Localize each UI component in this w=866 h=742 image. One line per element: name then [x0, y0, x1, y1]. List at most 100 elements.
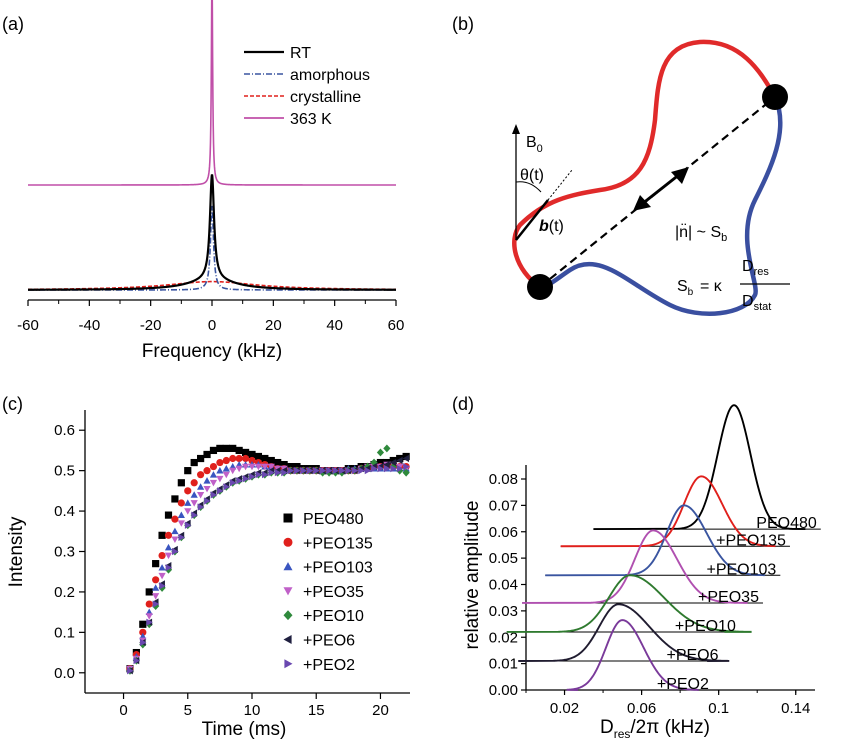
- panel-c-label: (c): [2, 394, 23, 414]
- c-ytick-label: 0.2: [54, 584, 75, 601]
- a-xtick-label: 60: [388, 317, 405, 334]
- c-point-peo2: [210, 491, 218, 499]
- sb-label: Sb: [677, 278, 694, 298]
- d-series-peo35: [522, 529, 748, 604]
- d-ytick-label: 0.04: [489, 577, 518, 594]
- c-point-peo35: [158, 572, 166, 580]
- c-xtick-label: 5: [184, 702, 192, 719]
- bond-vector: [515, 199, 549, 241]
- c-point-peo35: [184, 508, 192, 515]
- c-point-peo480: [152, 560, 160, 568]
- c-point-peo480: [241, 448, 250, 457]
- c-point-peo6: [383, 460, 390, 469]
- c-point-peo135: [216, 458, 224, 467]
- c-point-peo2: [377, 465, 385, 473]
- chain-red-segment: [512, 39, 778, 290]
- c-point-peo2: [281, 469, 288, 477]
- c-point-peo480: [190, 458, 198, 467]
- bond-vector-label: b(t): [539, 218, 564, 235]
- c-point-peo2: [390, 465, 397, 473]
- c-point-peo135: [248, 456, 256, 465]
- c-point-peo2: [191, 511, 198, 519]
- d-series-label-peo103: +PEO103: [706, 561, 776, 578]
- c-ytick-label: 0.1: [54, 624, 75, 641]
- d-xtick-label: 0.14: [781, 700, 810, 717]
- c-point-peo480: [293, 463, 301, 471]
- c-point-peo2: [274, 469, 282, 477]
- c-point-peo35: [145, 613, 153, 620]
- c-point-peo103: [177, 511, 185, 518]
- c-point-peo2: [204, 497, 211, 505]
- c-point-peo10: [145, 620, 153, 629]
- c-point-peo6: [389, 458, 397, 467]
- c-point-peo103: [184, 499, 192, 506]
- legend-label-crystalline: crystalline: [290, 89, 361, 106]
- c-point-peo2: [165, 564, 173, 572]
- d-series-peo480: [593, 404, 806, 531]
- c-point-peo135: [171, 515, 179, 523]
- legend-label-amorphous: amorphous: [290, 67, 370, 84]
- c-point-peo2: [339, 467, 346, 475]
- d-series-label-peo135: +PEO135: [716, 532, 786, 549]
- legend-label-rt: RT: [290, 45, 311, 62]
- c-point-peo35: [235, 465, 243, 473]
- a-xtick-label: -40: [78, 317, 100, 334]
- d-series-label-peo35: +PEO35: [698, 589, 759, 606]
- legend-label-363k: 363 K: [290, 111, 332, 128]
- c-legend-marker-peo135: [283, 537, 293, 547]
- c-point-peo2: [178, 533, 185, 541]
- c-point-peo480: [216, 444, 224, 453]
- chain-blue-segment: [537, 94, 783, 316]
- c-point-peo2: [236, 477, 243, 485]
- c-point-peo480: [229, 444, 237, 453]
- b0-label: B0: [526, 134, 543, 155]
- c-point-peo10: [319, 468, 327, 477]
- c-point-peo35: [248, 463, 256, 471]
- d-series-label-peo10: +PEO10: [675, 618, 736, 635]
- c-point-peo103: [152, 584, 160, 591]
- c-point-peo35: [197, 492, 205, 499]
- c-point-peo35: [267, 463, 275, 471]
- panel-d-xlabel: Dres/2π (kHz): [600, 717, 710, 741]
- c-point-peo2: [371, 465, 378, 473]
- c-ytick-label: 0.5: [54, 463, 75, 480]
- d-ytick-label: 0.06: [489, 524, 518, 541]
- theta-arc: [515, 181, 542, 193]
- c-point-peo135: [164, 531, 173, 539]
- c-xtick-label: 15: [308, 702, 325, 719]
- c-point-peo2: [403, 463, 410, 471]
- d-series-peo10: [506, 574, 752, 633]
- d-ytick-label: 0.01: [489, 656, 518, 673]
- c-point-peo2: [217, 487, 224, 495]
- a-xtick-label: -20: [140, 317, 162, 334]
- c-point-peo35: [241, 463, 250, 471]
- c-ytick-label: 0.3: [54, 544, 75, 561]
- c-xtick-label: 10: [244, 702, 261, 719]
- d-ytick-label: 0.08: [489, 471, 518, 488]
- c-series-peo480: [126, 444, 410, 673]
- c-point-peo2: [300, 467, 307, 475]
- c-point-peo2: [229, 479, 237, 487]
- c-point-peo2: [197, 503, 205, 511]
- c-point-peo35: [229, 467, 237, 475]
- c-point-peo35: [171, 536, 179, 543]
- c-xtick-label: 20: [372, 702, 389, 719]
- c-point-peo2: [172, 547, 179, 556]
- a-series-363-k: [28, 0, 396, 186]
- c-point-peo480: [261, 454, 269, 463]
- c-point-peo35: [164, 552, 173, 560]
- panel-a: (a) -60 -40 -20 0 20 40 60 Frequency (kHz) RT …: [2, 0, 404, 362]
- d-ytick-label: 0.02: [489, 629, 518, 646]
- c-point-peo2: [358, 467, 365, 475]
- d-series-peo6: [518, 603, 730, 662]
- end-to-end-dashed-line: [539, 96, 776, 288]
- panel-d-curves: [506, 404, 821, 691]
- c-point-peo35: [209, 479, 218, 487]
- c-ytick-label: 0.6: [54, 422, 75, 439]
- panel-d-ticks: 0.02 0.06 0.1 0.14 0.00 0.01 0.02 0.03 0.04 0.05 0…: [489, 471, 811, 717]
- chain-end-left: [527, 274, 553, 300]
- bond-direction-dotted: [547, 169, 573, 201]
- c-point-peo135: [158, 551, 166, 560]
- c-point-peo35: [216, 475, 224, 483]
